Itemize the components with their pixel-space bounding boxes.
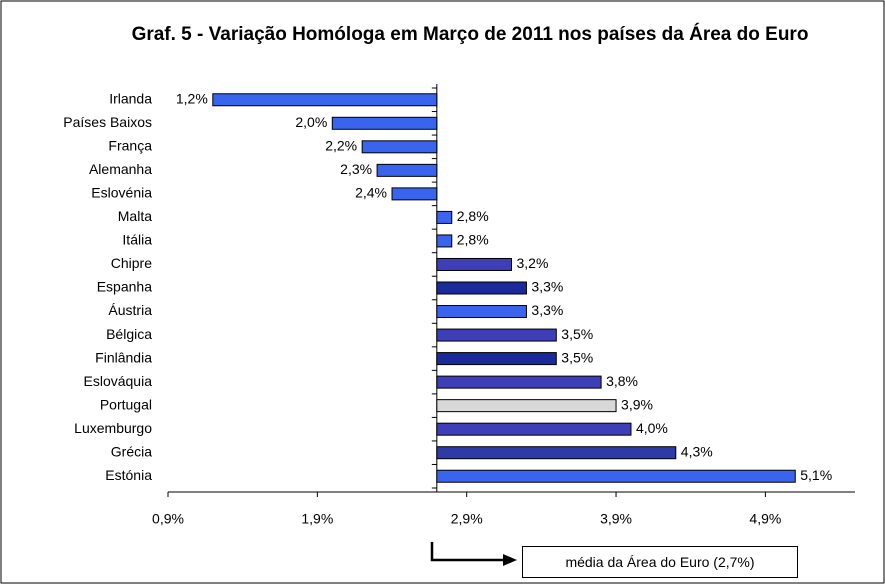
annotation: média da Área do Euro (2,7%): [522, 546, 798, 578]
chart-title: Graf. 5 - Variação Homóloga em Março de …: [131, 24, 809, 45]
bar: [436, 305, 527, 319]
bar: [436, 210, 453, 224]
y-tick-label: França: [108, 138, 152, 154]
y-tick-label: Espanha: [97, 279, 152, 295]
bar: [361, 140, 438, 154]
value-label: 2,2%: [325, 138, 357, 154]
y-tick-label: Eslovénia: [91, 185, 152, 201]
bar: [436, 352, 557, 366]
bar: [436, 257, 512, 271]
value-label: 2,4%: [355, 185, 387, 201]
value-label: 2,8%: [457, 232, 489, 248]
value-label: 3,8%: [606, 373, 638, 389]
bar: [436, 469, 796, 483]
y-tick-label: Malta: [118, 208, 152, 224]
annotation-arrow: [430, 542, 505, 562]
value-label: 3,3%: [531, 302, 563, 318]
bar: [436, 234, 453, 248]
value-label: 1,2%: [176, 90, 208, 106]
x-tick-label: 1,9%: [301, 511, 333, 527]
value-label: 2,8%: [457, 208, 489, 224]
value-label: 2,0%: [295, 114, 327, 130]
y-tick-label: Países Baixos: [63, 114, 152, 130]
x-tick-label: 0,9%: [152, 511, 184, 527]
bar: [331, 116, 438, 130]
bar: [391, 187, 438, 201]
value-label: 5,1%: [800, 467, 832, 483]
bar: [436, 422, 632, 436]
value-label: 4,0%: [636, 420, 668, 436]
value-label: 3,5%: [561, 326, 593, 342]
y-tick-label: Eslováquia: [84, 373, 153, 389]
bar: [436, 375, 602, 389]
bar: [436, 328, 557, 342]
bar: [436, 281, 527, 295]
bar: [212, 93, 438, 107]
value-label: 3,3%: [531, 279, 563, 295]
y-tick-label: Bélgica: [106, 326, 152, 342]
y-tick-label: Estónia: [105, 467, 152, 483]
y-tick-label: Áustria: [108, 302, 152, 318]
y-tick-label: Finlândia: [95, 349, 152, 365]
value-label: 2,3%: [340, 161, 372, 177]
value-label: 4,3%: [681, 443, 713, 459]
y-tick-label: Chipre: [111, 255, 152, 271]
y-tick-label: Itália: [122, 232, 152, 248]
y-tick-label: Alemanha: [89, 161, 152, 177]
value-label: 3,5%: [561, 349, 593, 365]
x-tick-label: 3,9%: [600, 511, 632, 527]
arrow-head: [503, 554, 517, 566]
x-tick-label: 4,9%: [749, 511, 781, 527]
y-tick-label: Irlanda: [109, 90, 152, 106]
y-tick-label: Luxemburgo: [74, 420, 152, 436]
bar: [436, 446, 677, 460]
bar: [436, 399, 617, 413]
y-tick-label: Grécia: [111, 443, 152, 459]
value-label: 3,9%: [621, 396, 653, 412]
y-tick-label: Portugal: [100, 396, 152, 412]
x-tick-label: 2,9%: [451, 511, 483, 527]
bar: [376, 163, 438, 177]
value-label: 3,2%: [517, 255, 549, 271]
